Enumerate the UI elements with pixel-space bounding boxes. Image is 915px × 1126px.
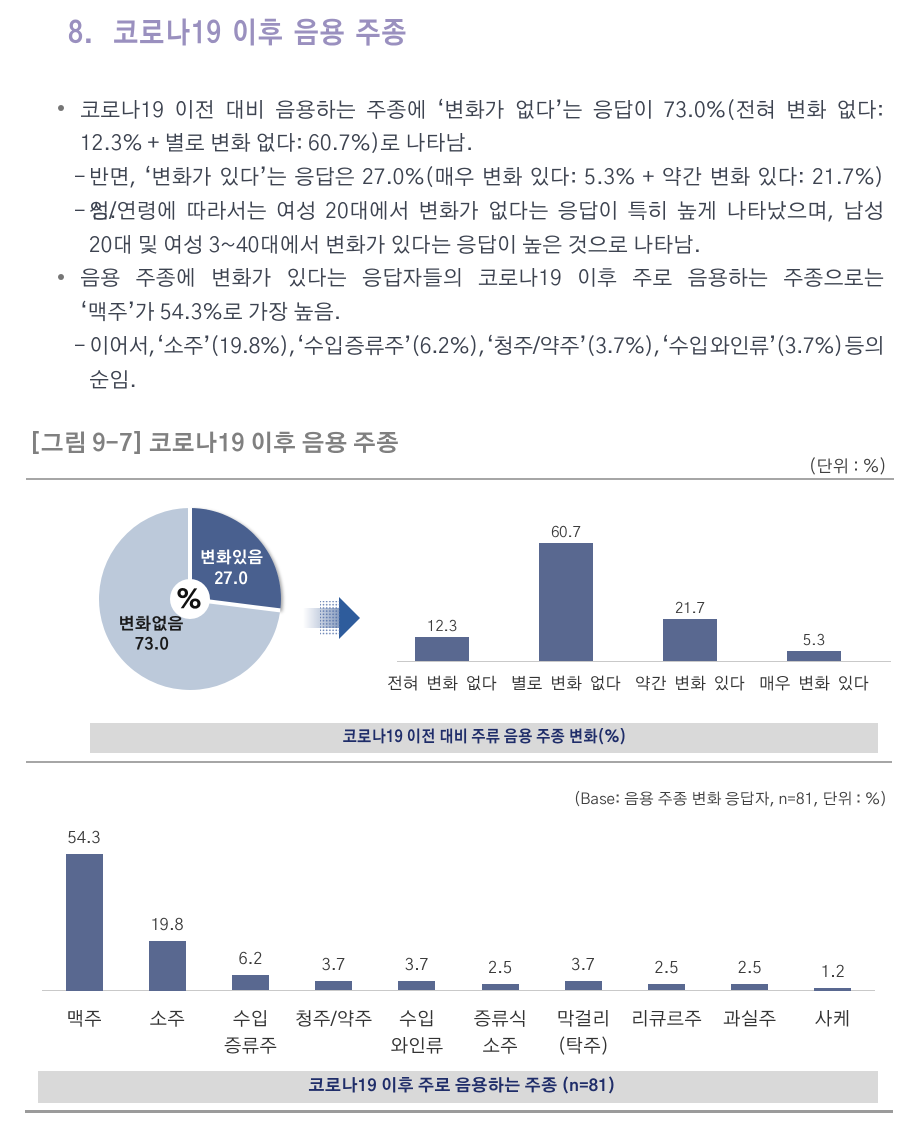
- svg-text:73.0: 73.0: [135, 638, 170, 654]
- svg-text:변화있음: 변화있음: [200, 549, 264, 567]
- svg-text:%: %: [176, 588, 202, 614]
- svg-text:27.0: 27.0: [214, 572, 249, 588]
- svg-text:변화없음: 변화없음: [118, 616, 184, 634]
